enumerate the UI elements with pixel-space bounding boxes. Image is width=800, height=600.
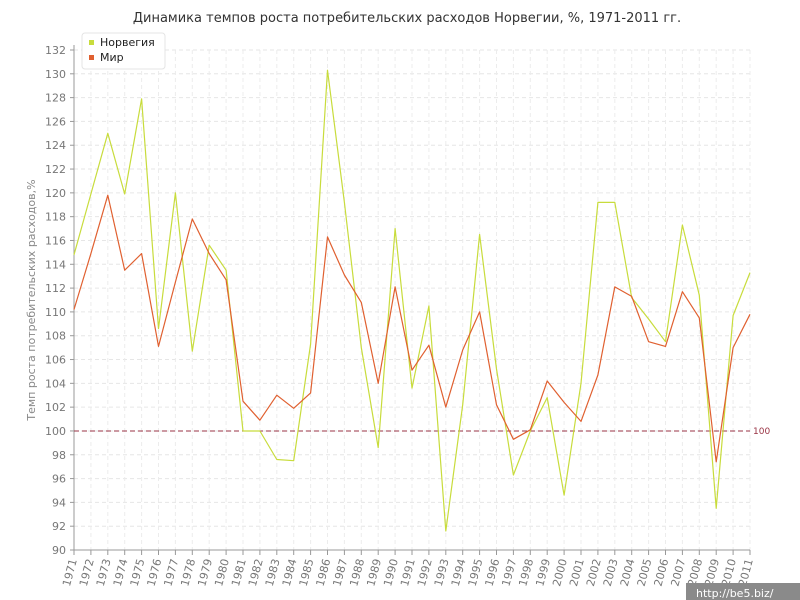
watermark-text: http://be5.biz/ — [696, 587, 774, 600]
y-tick-label: 114 — [45, 258, 66, 271]
axes — [70, 45, 751, 555]
y-tick-label: 118 — [45, 211, 66, 224]
y-tick-label: 126 — [45, 115, 66, 128]
y-tick-label: 90 — [52, 544, 66, 557]
y-tick-label: 132 — [45, 44, 66, 57]
reference-line: 100 — [74, 427, 770, 437]
y-tick-label: 116 — [45, 234, 66, 247]
watermark: http://be5.biz/ — [686, 583, 800, 600]
y-tick-label: 100 — [45, 425, 66, 438]
y-tick-label: 108 — [45, 330, 66, 343]
y-axis-ticks: 90 92 94 96 98 100 102 104 106 108 110 112 114 116 118… — [45, 44, 66, 557]
y-tick-label: 92 — [52, 520, 66, 533]
y-tick-label: 124 — [45, 139, 66, 152]
reference-line-label: 100 — [753, 427, 770, 437]
chart-title: Динамика темпов роста потребительских ра… — [133, 11, 681, 26]
x-axis-ticks: 1971197219731974197519761977197819791980… — [60, 557, 756, 587]
grid — [73, 49, 751, 551]
y-tick-label: 104 — [45, 377, 66, 390]
legend: Норвегия Мир — [81, 32, 166, 70]
y-tick-label: 106 — [45, 354, 66, 367]
legend-label: Мир — [100, 51, 124, 64]
y-axis-label: Темп роста потребительских расходов,% — [25, 179, 38, 421]
y-tick-label: 128 — [45, 92, 66, 105]
y-tick-label: 120 — [45, 187, 66, 200]
plot-area — [74, 50, 750, 550]
y-tick-label: 94 — [52, 496, 66, 509]
legend-swatch — [89, 40, 94, 45]
y-tick-label: 130 — [45, 68, 66, 81]
legend-swatch — [89, 55, 94, 60]
legend-box — [81, 32, 166, 70]
y-tick-label: 112 — [45, 282, 66, 295]
series-line-world — [73, 194, 751, 463]
y-tick-label: 98 — [52, 449, 66, 462]
y-tick-label: 122 — [45, 163, 66, 176]
series-group — [73, 69, 751, 532]
legend-label: Норвегия — [100, 36, 155, 49]
y-tick-label: 96 — [52, 473, 66, 486]
y-tick-label: 102 — [45, 401, 66, 414]
series-line-norway — [73, 69, 751, 532]
y-tick-label: 110 — [45, 306, 66, 319]
